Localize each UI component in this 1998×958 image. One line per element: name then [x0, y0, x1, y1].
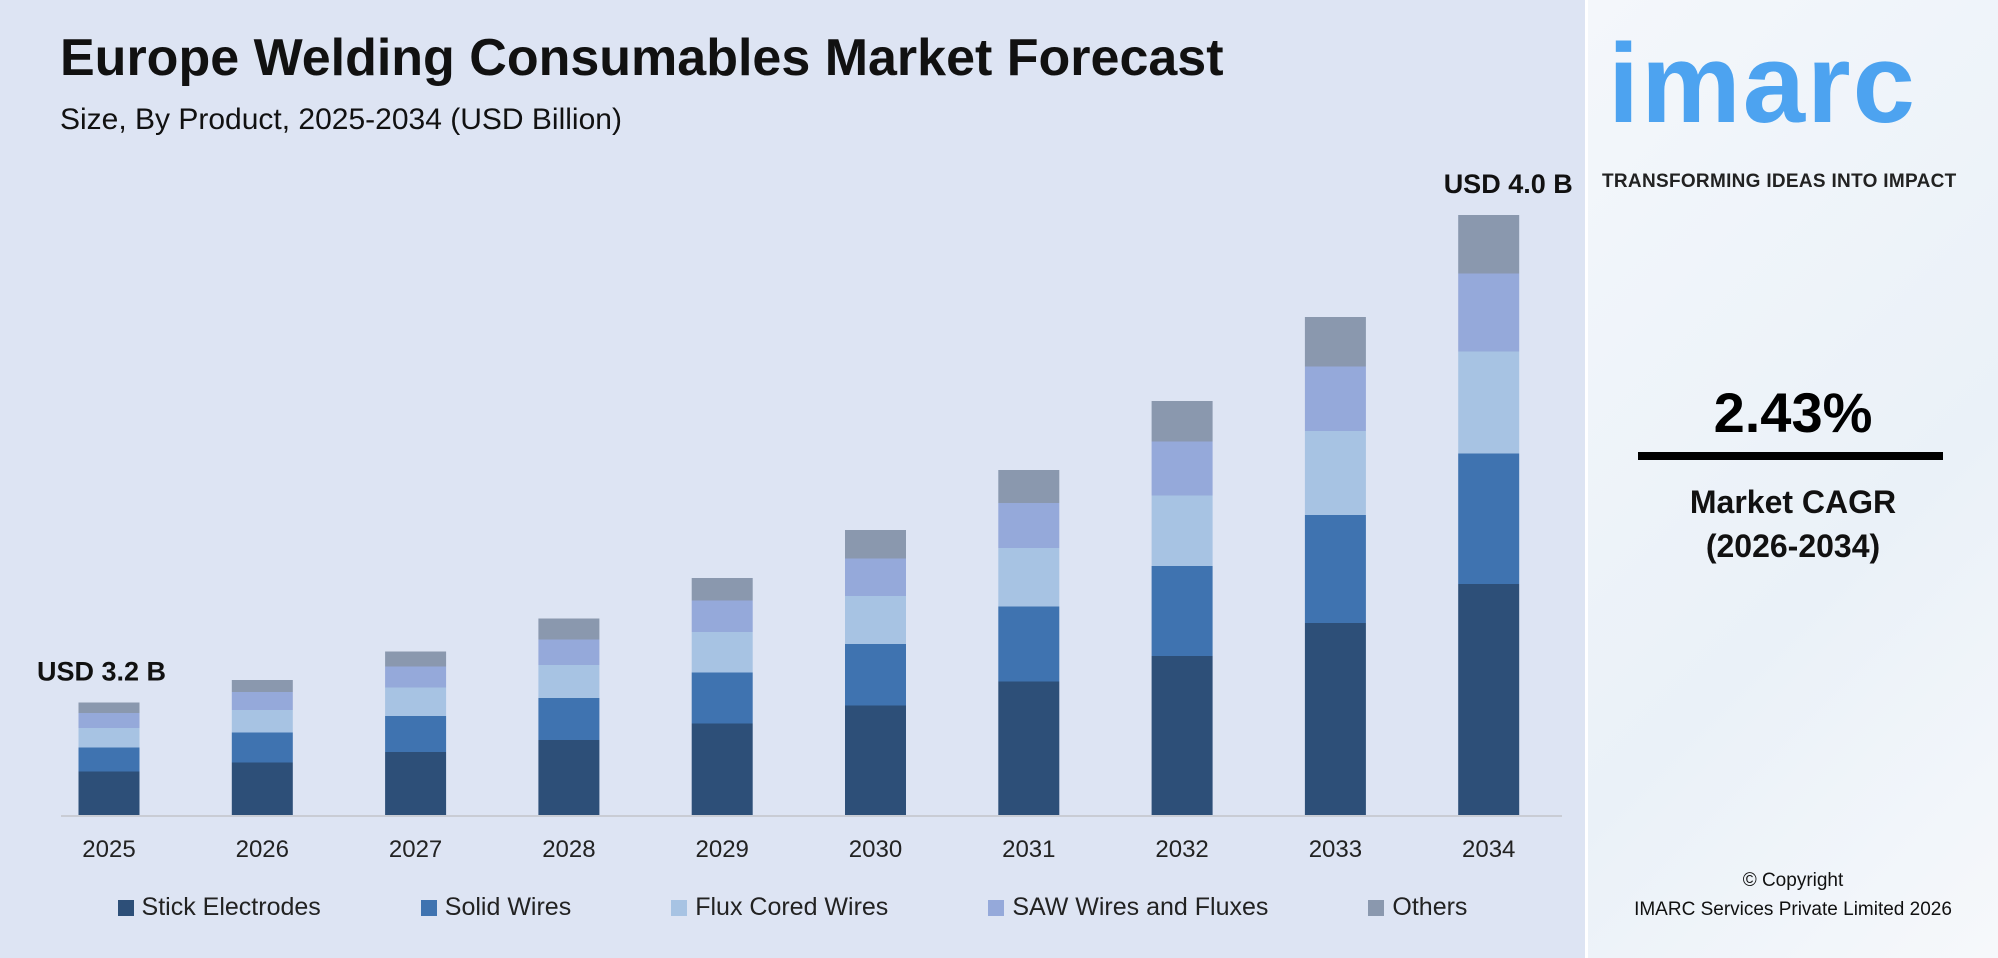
cagr-divider — [1638, 452, 1943, 460]
bar-segment-2025-0 — [78, 771, 140, 815]
cagr-label-block: Market CAGR (2026-2034) — [1588, 480, 1998, 568]
bar-segment-2032-3 — [1151, 441, 1213, 496]
chart-title: Europe Welding Consumables Market Foreca… — [60, 29, 1224, 87]
legend-swatch — [988, 899, 1005, 916]
legend-label: Stick Electrodes — [141, 893, 321, 921]
bar-segment-2029-3 — [691, 600, 753, 632]
bar-segment-2028-3 — [538, 639, 600, 665]
bar-segment-2031-3 — [998, 503, 1060, 548]
bar-segment-2028-2 — [538, 665, 600, 698]
chart-subtitle: Size, By Product, 2025-2034 (USD Billion… — [60, 103, 622, 136]
bar-segment-2029-0 — [691, 723, 753, 815]
legend-item: SAW Wires and Fluxes — [988, 893, 1268, 922]
side-panel: imarc TRANSFORMING IDEAS INTO IMPACT 2.4… — [1588, 0, 1998, 958]
bar-segment-2026-3 — [231, 692, 293, 710]
legend-item: Stick Electrodes — [117, 893, 321, 922]
bar-segment-2028-4 — [538, 618, 600, 640]
bar-segment-2028-1 — [538, 698, 600, 740]
x-tick-label: 2034 — [1462, 836, 1515, 863]
bar-segment-2033-3 — [1304, 366, 1366, 431]
bar-segment-2027-4 — [385, 651, 447, 667]
bar-segment-2026-2 — [231, 710, 293, 733]
bar-segment-2030-0 — [845, 705, 906, 815]
brand-tagline: TRANSFORMING IDEAS INTO IMPACT — [1602, 171, 1957, 192]
bar-segment-2031-2 — [998, 548, 1060, 607]
legend-item: Others — [1368, 893, 1467, 922]
bar-segment-2027-0 — [385, 752, 447, 815]
x-tick-label: 2029 — [696, 836, 749, 863]
copyright-line2: IMARC Services Private Limited 2026 — [1634, 899, 1952, 920]
bar-segment-2030-2 — [845, 596, 906, 644]
bar-segment-2033-4 — [1304, 317, 1366, 367]
bar-segment-2029-2 — [691, 632, 753, 673]
bar-segment-2027-2 — [385, 687, 447, 716]
legend-label: Solid Wires — [444, 893, 572, 921]
copyright: © Copyright IMARC Services Private Limit… — [1588, 866, 1998, 924]
bar-segment-2031-4 — [998, 470, 1060, 503]
legend-label: Flux Cored Wires — [695, 893, 889, 921]
x-tick-label: 2032 — [1155, 836, 1208, 863]
bar-segment-2033-1 — [1304, 515, 1366, 623]
x-tick-label: 2033 — [1309, 836, 1362, 863]
bar-segment-2032-4 — [1151, 401, 1213, 442]
legend-label: SAW Wires and Fluxes — [1012, 893, 1269, 921]
imarc-logo: imarc — [1608, 21, 1917, 146]
legend-swatch — [671, 899, 688, 916]
bar-segment-2025-3 — [78, 713, 140, 728]
bar-segment-2030-4 — [845, 530, 906, 559]
x-tick-label: 2030 — [849, 836, 902, 863]
bar-segment-2032-2 — [1151, 495, 1213, 566]
stacked-bar-plot: 2025 2026 2027 2028 2029 2030 2031 2032 2033 2034… — [37, 169, 1573, 863]
bar-segment-2034-0 — [1458, 584, 1520, 815]
bar-segment-2032-1 — [1151, 566, 1213, 656]
bar-segment-2030-3 — [845, 558, 906, 596]
bar-segment-2030-1 — [845, 644, 906, 706]
bar-segment-2034-3 — [1458, 273, 1520, 352]
bar-segment-2025-1 — [78, 747, 140, 772]
bar-segment-2025-4 — [78, 702, 140, 713]
cagr-period: (2026-2034) — [1705, 528, 1881, 564]
x-tick-label: 2026 — [236, 836, 289, 863]
bar-segment-2028-0 — [538, 740, 600, 815]
legend-swatch — [420, 899, 437, 916]
bar-segment-2034-4 — [1458, 215, 1520, 274]
bar-segment-2029-1 — [691, 672, 753, 724]
bar-segment-2031-1 — [998, 606, 1060, 682]
cagr-value: 2.43% — [1713, 381, 1873, 444]
legend-swatch — [117, 899, 134, 916]
chart-panel: Europe Welding Consumables Market Foreca… — [0, 0, 1585, 958]
x-tick-label: 2028 — [542, 836, 595, 863]
legend-item: Solid Wires — [420, 893, 572, 922]
bar-segment-2029-4 — [691, 578, 753, 601]
total-annotation: USD 3.2 B — [37, 657, 166, 687]
bar-segment-2026-4 — [231, 680, 293, 692]
bar-segment-2027-3 — [385, 666, 447, 688]
x-tick-label: 2025 — [82, 836, 135, 863]
x-tick-label: 2031 — [1002, 836, 1055, 863]
bar-segment-2027-1 — [385, 716, 447, 752]
total-annotation: USD 4.0 B — [1444, 169, 1573, 199]
bar-segment-2031-0 — [998, 681, 1060, 815]
copyright-line1: © Copyright — [1742, 870, 1844, 891]
legend-item: Flux Cored Wires — [671, 893, 888, 922]
bar-segment-2034-1 — [1458, 453, 1520, 584]
legend-swatch — [1368, 899, 1385, 916]
bar-segment-2033-2 — [1304, 431, 1366, 515]
bar-segment-2034-2 — [1458, 351, 1520, 454]
bar-segment-2025-2 — [78, 728, 140, 748]
bar-segment-2032-0 — [1151, 656, 1213, 815]
legend-label: Others — [1392, 893, 1468, 921]
bar-segment-2026-0 — [231, 762, 293, 815]
cagr-label: Market CAGR — [1689, 484, 1897, 520]
legend: Stick Electrodes Solid Wires Flux Cored Wi… — [0, 893, 1585, 922]
bar-segment-2026-1 — [231, 732, 293, 763]
bar-segment-2033-0 — [1304, 623, 1366, 815]
x-tick-label: 2027 — [389, 836, 442, 863]
